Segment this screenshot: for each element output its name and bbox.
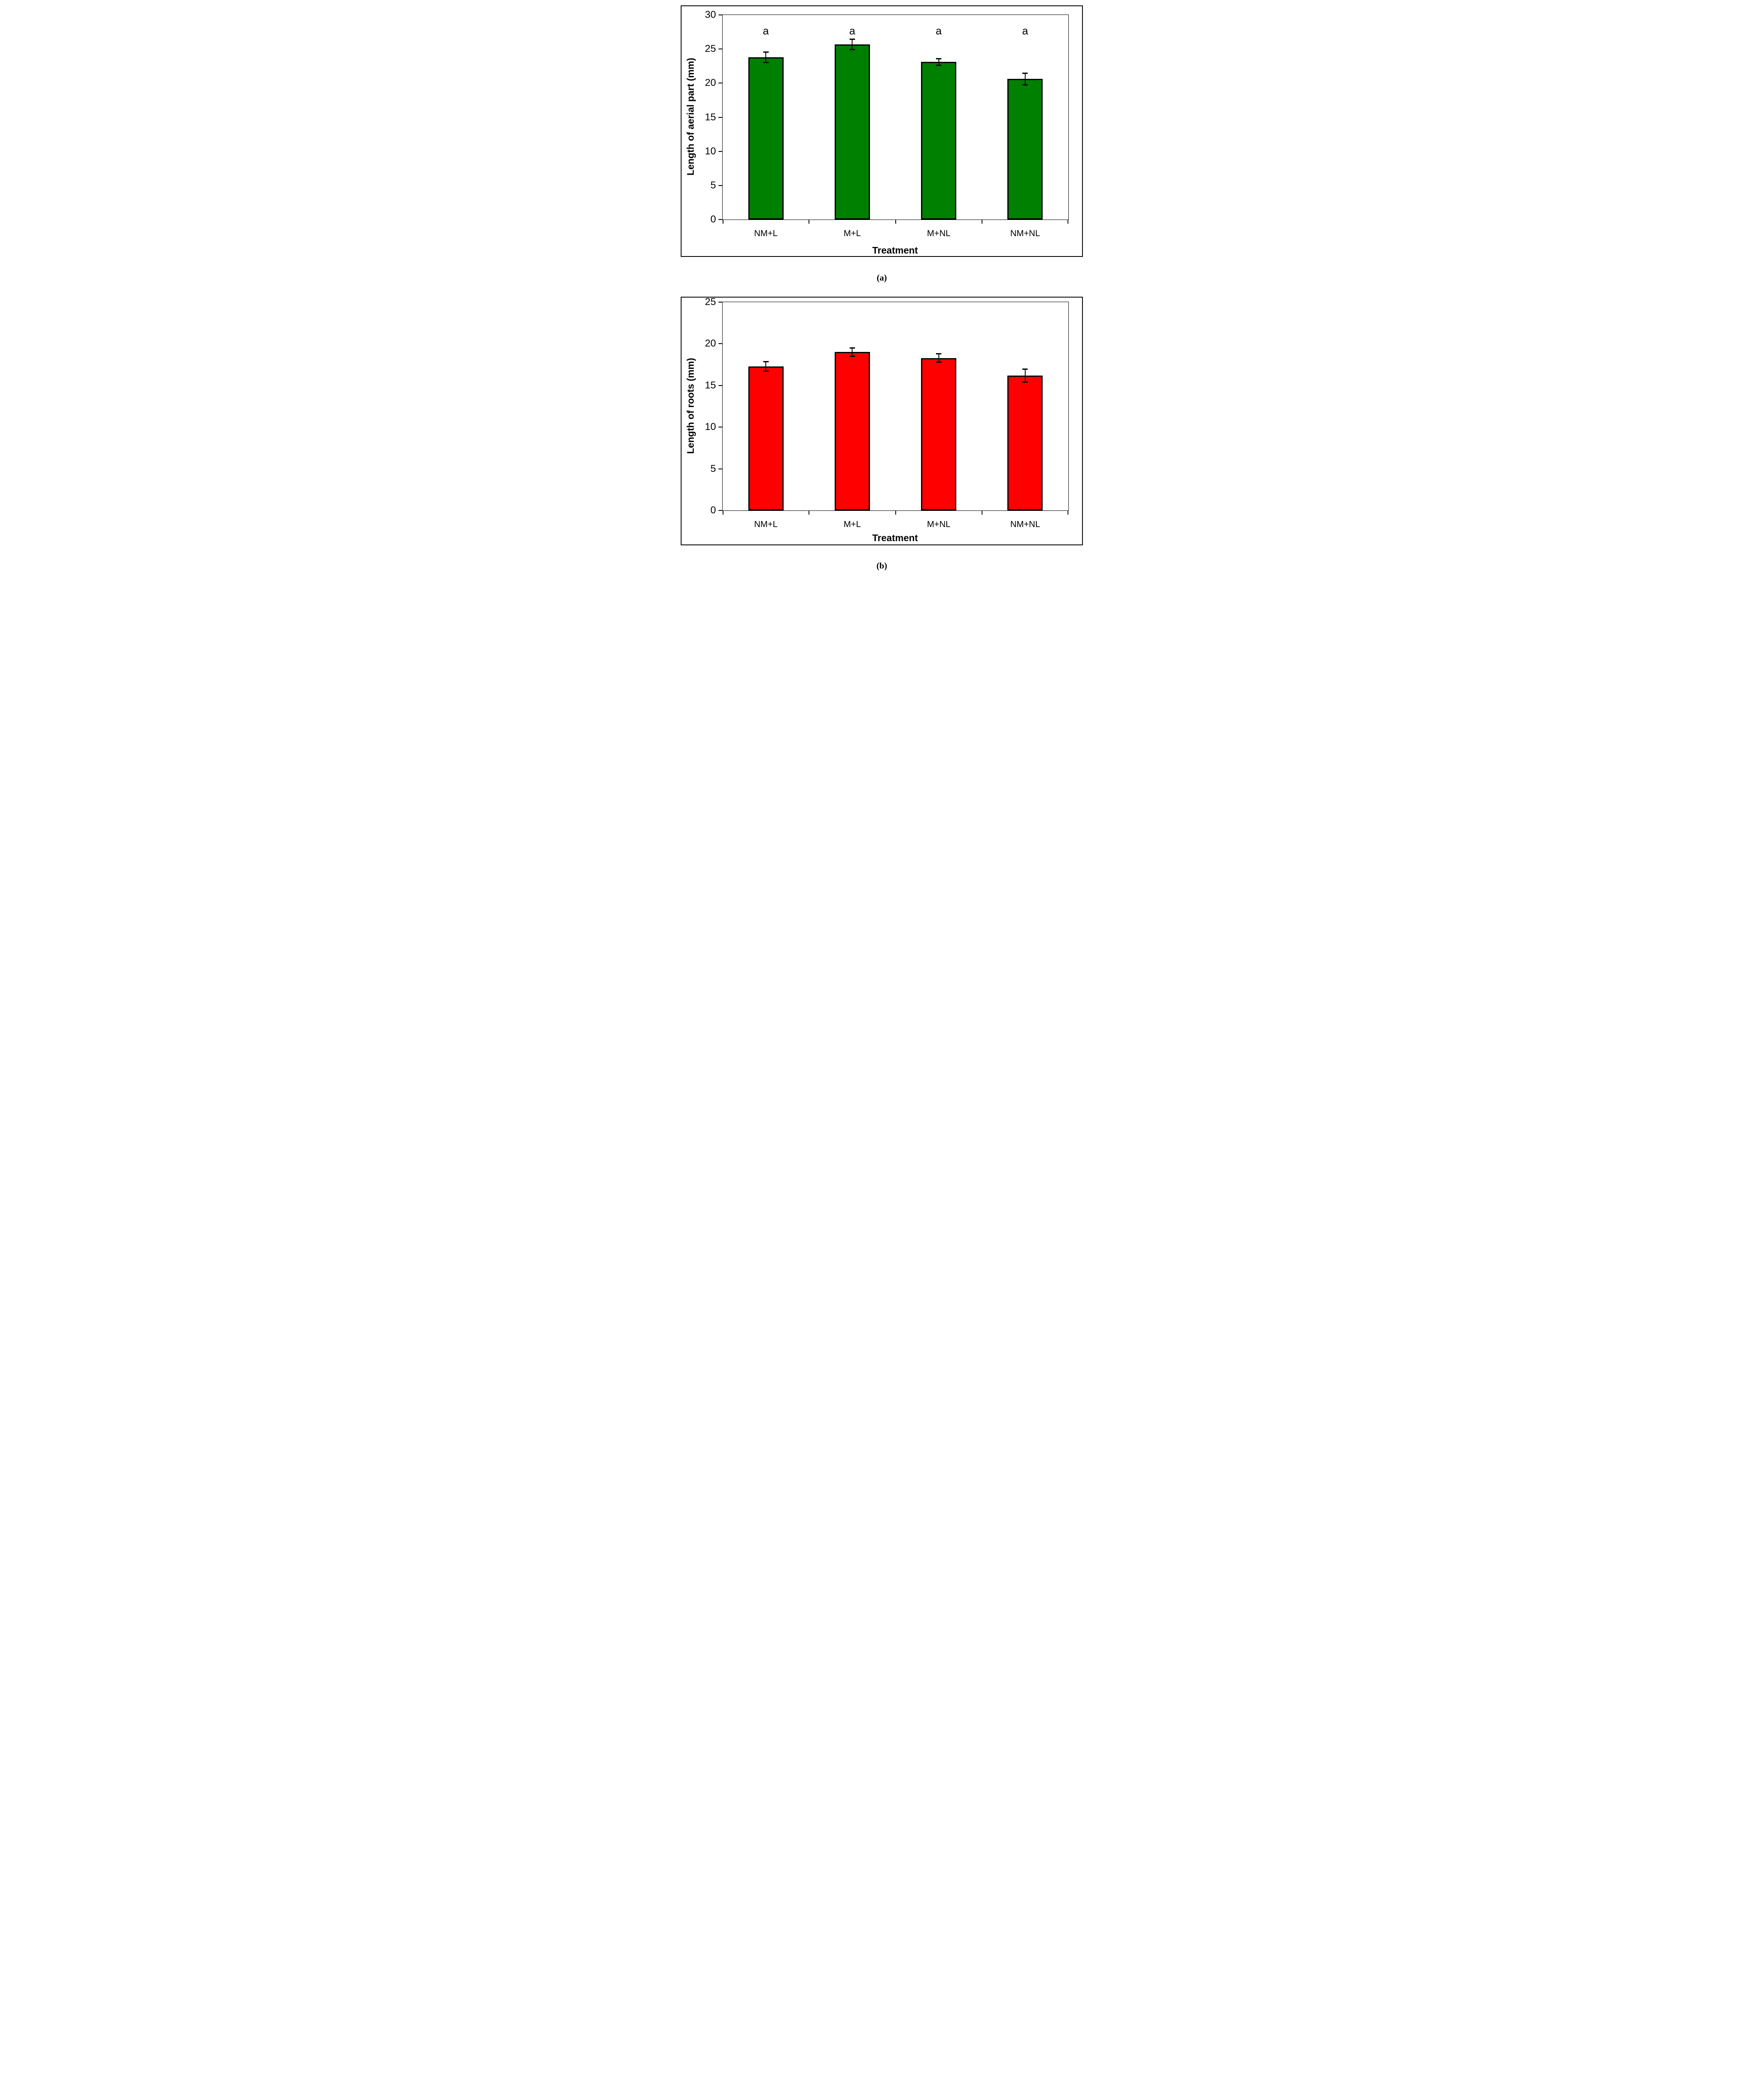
y-axis-tick (718, 117, 722, 118)
y-axis-tick-label: 20 (705, 338, 716, 349)
y-axis-tick-label: 0 (710, 505, 716, 516)
error-bar-cap-top (849, 38, 855, 40)
y-axis-tick-label: 10 (705, 145, 716, 157)
error-bar-cap-bottom (1022, 381, 1028, 383)
error-bar-line (765, 51, 767, 63)
y-axis-title-a: Length of aerial part (mm) (685, 58, 696, 176)
y-axis-tick-label: 5 (710, 463, 716, 474)
bar (1007, 79, 1043, 220)
y-axis-tick-label: 15 (705, 111, 716, 123)
chart-panel-a: Length of aerial part (mm) 0 5 10 15 20 25 30 a… (681, 5, 1083, 257)
y-axis-tick-label: 25 (705, 296, 716, 308)
error-bar-line (1024, 369, 1026, 382)
y-axis-tick-label: 10 (705, 421, 716, 433)
y-axis-tick-label: 15 (705, 379, 716, 391)
bar (921, 62, 957, 220)
y-axis-tick (718, 219, 722, 220)
y-axis-tick (718, 385, 722, 386)
figure-page: Length of aerial part (mm) 0 5 10 15 20 25 30 a… (674, 0, 1090, 572)
x-axis-tick (895, 220, 896, 224)
plot-area-b: 0 5 10 15 20 25 NM+L M+L M+NL NM+NL (705, 296, 1069, 529)
plot-area-a: 0 5 10 15 20 25 30 a NM+L a M+L a M+NL a NM+NL (705, 9, 1069, 238)
error-bar-cap-bottom (936, 64, 942, 66)
error-bar-cap-top (849, 347, 855, 349)
significance-letter: a (849, 24, 855, 37)
significance-letter: a (762, 24, 769, 37)
chart-panel-b: Length of roots (mm) 0 5 10 15 20 25 NM+L M+L M+… (681, 296, 1083, 545)
y-axis-tick-label: 30 (705, 9, 716, 20)
bar (834, 352, 870, 510)
category-label: M+L (843, 520, 861, 529)
error-bar-cap-bottom (763, 370, 769, 372)
error-bar-cap-bottom (936, 361, 942, 363)
error-bar-cap-bottom (849, 49, 855, 50)
bar (748, 57, 784, 220)
y-axis-tick (718, 343, 722, 344)
bar (921, 358, 957, 510)
error-bar-cap-bottom (1022, 84, 1028, 86)
error-bar-line (938, 354, 939, 362)
error-bar-cap-top (1022, 72, 1028, 74)
caption-a: (a) (877, 273, 887, 283)
y-axis-tick-label: 5 (710, 179, 716, 191)
y-axis-tick (718, 185, 722, 186)
category-label: NM+L (754, 520, 778, 529)
category-label: NM+NL (1010, 520, 1040, 529)
error-bar-cap-bottom (763, 62, 769, 63)
category-label: NM+NL (1010, 229, 1040, 238)
y-axis-tick (718, 510, 722, 511)
bar (1007, 375, 1043, 510)
significance-letter: a (936, 24, 942, 37)
error-bar-cap-bottom (849, 355, 855, 357)
x-axis-title-a: Treatment (872, 245, 918, 256)
caption-b: (b) (876, 561, 887, 571)
error-bar-cap-top (936, 353, 942, 355)
y-axis-title-b: Length of roots (mm) (685, 358, 696, 454)
error-bar-line (765, 361, 767, 371)
error-bar-cap-top (763, 51, 769, 53)
x-axis-title-b: Treatment (872, 532, 918, 543)
category-label: M+NL (927, 520, 950, 529)
error-bar-cap-top (936, 58, 942, 60)
error-bar-line (1024, 73, 1026, 85)
y-axis-tick (718, 151, 722, 152)
error-bar-line (852, 39, 853, 50)
category-label: M+NL (927, 229, 950, 238)
error-bar-cap-top (1022, 368, 1028, 370)
category-label: M+L (843, 229, 861, 238)
y-axis-tick-label: 20 (705, 77, 716, 89)
error-bar-line (938, 59, 939, 66)
bar (834, 44, 870, 220)
y-axis-tick-label: 25 (705, 43, 716, 55)
x-axis-tick (895, 511, 896, 515)
significance-letter: a (1022, 24, 1029, 37)
error-bar-cap-top (763, 361, 769, 362)
y-axis-tick (718, 302, 722, 303)
error-bar-line (852, 348, 853, 356)
y-axis-tick-label: 0 (710, 214, 716, 225)
bar (748, 366, 784, 510)
category-label: NM+L (754, 229, 778, 238)
